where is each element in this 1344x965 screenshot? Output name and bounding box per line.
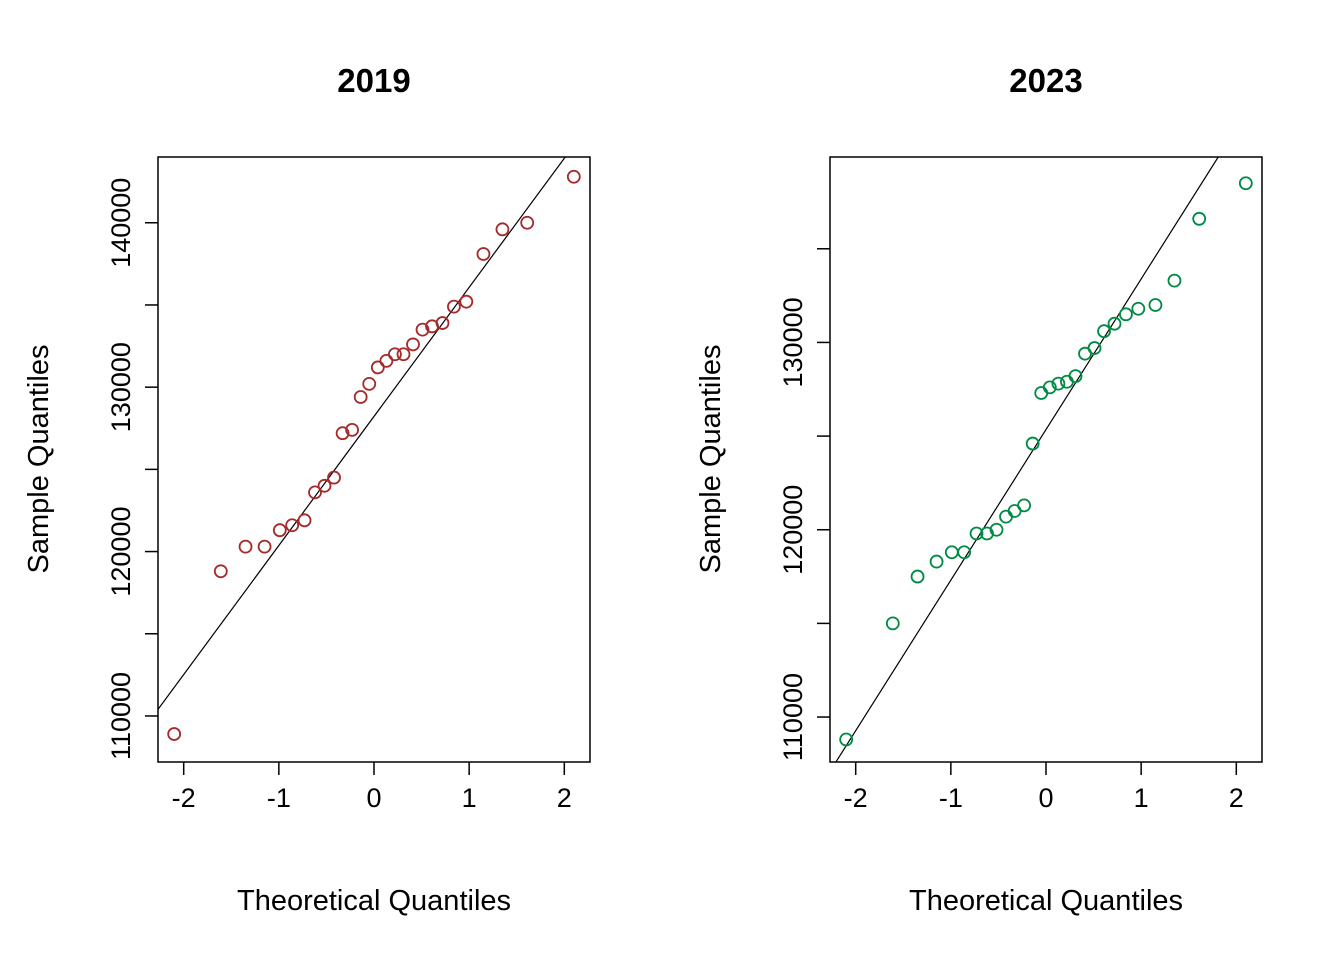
data-point bbox=[476, 247, 491, 261]
data-point bbox=[839, 732, 854, 747]
data-point bbox=[1167, 273, 1182, 288]
plot-frame bbox=[829, 156, 1263, 763]
x-tick-label: -2 bbox=[172, 783, 196, 813]
data-point bbox=[1131, 301, 1146, 316]
data-point bbox=[989, 522, 1004, 537]
data-point bbox=[345, 423, 360, 437]
data-point bbox=[297, 513, 312, 528]
data-point bbox=[238, 539, 253, 554]
data-point bbox=[308, 485, 322, 500]
data-point bbox=[1017, 498, 1032, 513]
data-point bbox=[520, 215, 535, 230]
data-point bbox=[388, 347, 402, 362]
data-point bbox=[447, 299, 461, 314]
points-layer bbox=[839, 176, 1253, 747]
x-tick-label: -2 bbox=[844, 783, 868, 813]
x-tick-label: 1 bbox=[462, 783, 477, 813]
panel-2019: 2019 Theoretical Quantiles Sample Quanti… bbox=[23, 62, 591, 917]
data-point bbox=[1107, 316, 1122, 331]
data-point bbox=[566, 169, 581, 184]
data-point bbox=[353, 390, 368, 404]
data-point bbox=[335, 426, 350, 441]
x-axis-label: Theoretical Quantiles bbox=[909, 885, 1183, 917]
data-point bbox=[435, 316, 450, 330]
y-tick-label: 130000 bbox=[778, 297, 808, 387]
reference-line-layer bbox=[158, 157, 566, 710]
data-point bbox=[944, 545, 959, 560]
data-point bbox=[213, 564, 228, 579]
data-point bbox=[999, 509, 1013, 524]
y-tick-label: 110000 bbox=[778, 673, 808, 761]
data-point bbox=[1097, 324, 1111, 339]
reference-line-layer bbox=[835, 157, 1219, 762]
data-point bbox=[1192, 211, 1207, 226]
y-tick-label: 140000 bbox=[106, 178, 136, 268]
data-point bbox=[379, 353, 394, 368]
data-point bbox=[459, 294, 474, 309]
data-point bbox=[406, 337, 420, 352]
data-point bbox=[1034, 386, 1049, 400]
data-point bbox=[1087, 341, 1102, 355]
x-tick-label: -1 bbox=[267, 783, 291, 813]
x-tick-label: -1 bbox=[939, 783, 963, 813]
panel-2023: 2023 Theoretical Quantiles Sample Quanti… bbox=[695, 62, 1263, 917]
data-point bbox=[362, 376, 377, 391]
data-point bbox=[327, 470, 341, 485]
qq-reference-line bbox=[835, 157, 1219, 762]
x-tick-label: 0 bbox=[1038, 783, 1053, 813]
qq-reference-line bbox=[158, 157, 566, 710]
data-point bbox=[1119, 307, 1133, 322]
x-tick-label: 2 bbox=[1229, 783, 1244, 813]
x-tick-label: 1 bbox=[1134, 783, 1149, 813]
data-point bbox=[415, 322, 430, 337]
y-tick-label: 130000 bbox=[106, 342, 136, 432]
panel-title: 2023 bbox=[1009, 62, 1082, 99]
data-point bbox=[1025, 436, 1040, 451]
data-point bbox=[910, 569, 925, 584]
x-axis-label: Theoretical Quantiles bbox=[237, 885, 511, 917]
data-point bbox=[272, 523, 287, 538]
data-point bbox=[1051, 376, 1066, 391]
data-point bbox=[969, 526, 984, 541]
data-point bbox=[257, 539, 272, 554]
data-point bbox=[957, 545, 972, 560]
panel-title: 2019 bbox=[337, 62, 410, 99]
data-point bbox=[929, 554, 944, 569]
data-point bbox=[1148, 298, 1163, 312]
x-tick-label: 0 bbox=[366, 783, 381, 813]
y-tick-label: 110000 bbox=[106, 672, 136, 760]
data-point bbox=[885, 616, 900, 631]
plot-frame bbox=[157, 156, 591, 763]
data-point bbox=[1042, 380, 1057, 395]
axis-ticks: -2 -1 0 1 2 110000 120000 130000 140000 bbox=[106, 178, 572, 813]
data-point bbox=[396, 347, 411, 362]
x-tick-label: 2 bbox=[557, 783, 572, 813]
data-point bbox=[370, 360, 385, 375]
y-axis-label: Sample Quantiles bbox=[23, 345, 55, 574]
data-point bbox=[1238, 176, 1253, 191]
data-point bbox=[495, 222, 510, 237]
data-point bbox=[1068, 369, 1083, 384]
points-layer bbox=[167, 169, 581, 741]
data-point bbox=[167, 727, 182, 741]
data-point bbox=[317, 478, 332, 493]
axis-ticks: -2 -1 0 1 2 110000 120000 130000 bbox=[778, 248, 1244, 813]
y-tick-label: 120000 bbox=[778, 485, 808, 575]
data-point bbox=[1060, 374, 1074, 389]
y-tick-label: 120000 bbox=[106, 507, 136, 597]
y-axis-label: Sample Quantiles bbox=[695, 345, 727, 574]
data-point bbox=[285, 518, 300, 533]
